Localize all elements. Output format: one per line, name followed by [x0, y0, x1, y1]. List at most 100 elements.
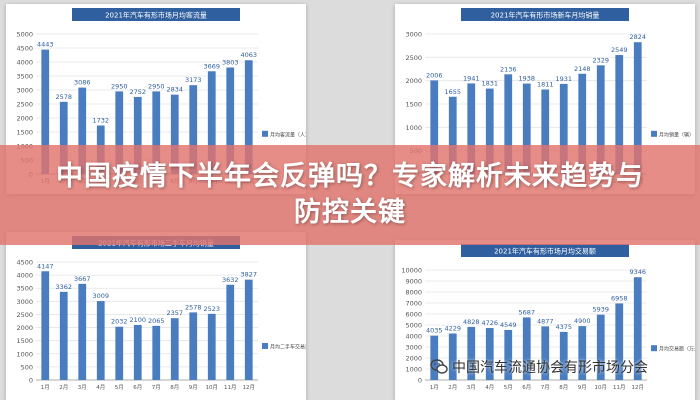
bar	[207, 313, 216, 380]
chart-title: 2021年汽车有形市场月均交易额	[494, 247, 596, 256]
chart-svg: 2021年汽车有形市场月均交易额 0 1000 2000 3000 4000 5000 600…	[401, 244, 695, 391]
y-tick-label: 2500	[16, 311, 33, 319]
bar	[115, 91, 124, 174]
bar	[596, 314, 605, 380]
y-tick-label: 3000	[405, 31, 422, 39]
data-label: 5687	[518, 308, 535, 316]
chart-title: 2021年汽车有形市场月均客流量	[105, 11, 207, 20]
bar	[615, 303, 624, 380]
x-tick-label: 4月	[96, 384, 105, 391]
bar	[541, 326, 550, 380]
x-tick-label: 11月	[224, 384, 237, 391]
bar	[133, 324, 142, 380]
chart-title-bar	[461, 8, 629, 21]
x-tick-label: 10月	[595, 384, 608, 391]
bar	[522, 83, 531, 174]
legend-swatch	[651, 130, 657, 137]
y-tick-label: 3000	[16, 87, 33, 95]
watermark-text: 中国汽车流通协会有形市场分会	[452, 360, 648, 376]
x-tick-label: 3月	[78, 384, 87, 391]
data-label: 1938	[518, 75, 535, 83]
y-tick-label: 4000	[16, 272, 33, 280]
legend-swatch	[262, 130, 268, 137]
y-tick-label: 2500	[405, 54, 422, 62]
data-label: 2100	[129, 316, 146, 324]
x-tick-label: 1月	[41, 384, 50, 391]
x-tick-label: 4月	[485, 384, 494, 391]
y-tick-label: 3000	[405, 344, 422, 352]
data-label: 3827	[240, 271, 257, 279]
y-tick-label: 2500	[16, 101, 33, 109]
bar	[189, 85, 198, 174]
legend-swatch	[651, 345, 657, 352]
bar	[448, 333, 457, 380]
data-label: 3803	[222, 59, 239, 67]
y-tick-label: 2000	[16, 115, 33, 123]
x-tick-label: 1月	[430, 384, 439, 391]
y-tick-label: 4500	[16, 259, 33, 267]
data-label: 2824	[629, 33, 646, 41]
chart-panel-交易额: 2021年汽车有形市场月均交易额 0 1000 2000 3000 4000 5000 600…	[395, 240, 695, 400]
bar	[633, 277, 642, 380]
legend-label: 月均销量（辆）	[659, 131, 694, 138]
x-tick-label: 3月	[467, 384, 476, 391]
bar	[485, 328, 494, 380]
data-label: 3669	[203, 62, 220, 70]
data-label: 5939	[592, 306, 609, 314]
data-label: 6958	[611, 294, 628, 302]
y-tick-label: 1000	[16, 350, 33, 358]
x-tick-label: 11月	[613, 384, 626, 391]
data-label: 4147	[37, 262, 54, 270]
bar	[41, 271, 50, 380]
data-label: 2950	[148, 82, 165, 90]
bar	[244, 60, 253, 174]
x-tick-label: 9月	[189, 384, 198, 391]
bar	[522, 317, 531, 380]
data-label: 4900	[574, 317, 591, 325]
y-tick-label: 4500	[16, 45, 33, 53]
x-tick-label: 9月	[578, 384, 587, 391]
bar	[485, 88, 494, 174]
data-label: 2752	[129, 88, 146, 96]
x-tick-label: 12月	[243, 384, 256, 391]
data-label: 1831	[481, 80, 498, 88]
legend-label: 月均二手车交易量（辆）	[270, 343, 306, 350]
bar	[559, 331, 568, 380]
data-label: 2578	[55, 93, 72, 101]
data-label: 2329	[592, 56, 609, 64]
wechat-icon	[430, 358, 448, 376]
data-label: 9346	[629, 268, 646, 276]
y-tick-label: 1500	[16, 129, 33, 137]
data-label: 3667	[74, 275, 91, 283]
bar	[430, 335, 439, 380]
bar	[559, 83, 568, 174]
data-label: 2523	[203, 305, 220, 313]
y-tick-label: 10000	[401, 267, 422, 275]
data-label: 2032	[111, 318, 128, 326]
y-tick-label: 5000	[405, 322, 422, 330]
y-tick-label: 2000	[405, 77, 422, 85]
data-label: 4877	[537, 317, 554, 325]
data-label: 4443	[37, 41, 54, 49]
x-tick-label: 2月	[448, 384, 457, 391]
bar	[596, 65, 605, 174]
data-label: 3086	[74, 79, 91, 87]
y-tick-label: 1000	[405, 366, 422, 374]
data-label: 1811	[537, 80, 554, 88]
y-tick-label: 3500	[16, 73, 33, 81]
chart-svg: 2021年汽车有形市场二手车月均销量0500100015002000250030…	[16, 236, 306, 391]
y-tick-label: 3500	[16, 285, 33, 293]
y-tick-label: 0	[418, 377, 422, 385]
bar	[189, 312, 198, 380]
x-tick-label: 5月	[504, 384, 513, 391]
y-tick-label: 9000	[405, 278, 422, 286]
bar	[170, 94, 179, 174]
y-tick-label: 8000	[405, 289, 422, 297]
data-label: 2136	[500, 65, 517, 73]
bar	[133, 96, 142, 174]
x-tick-label: 6月	[522, 384, 531, 391]
x-tick-label: 10月	[206, 384, 219, 391]
bar	[430, 80, 439, 174]
bar	[152, 91, 161, 174]
data-label: 4035	[426, 327, 443, 335]
